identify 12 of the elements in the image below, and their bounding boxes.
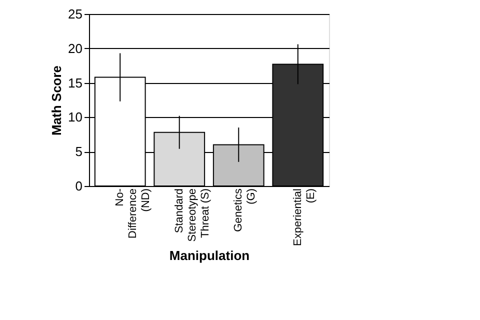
y-tick-label: 5 (75, 144, 82, 160)
y-tick-label: 25 (68, 6, 82, 22)
x-tick-label: Experiential (E) (292, 188, 317, 246)
y-axis-title: Math Score (49, 65, 64, 136)
x-axis-title: Manipulation (169, 248, 250, 263)
y-tick-label: 20 (68, 40, 82, 56)
x-tick-label: No- Difference (ND) (114, 188, 152, 238)
y-tick-label: 0 (75, 178, 82, 194)
x-tick-label: Standard Stereotype Threat (S) (173, 188, 212, 242)
x-tick-label: Genetics (G) (232, 188, 258, 232)
y-tick-label: 15 (68, 75, 82, 90)
y-tick-label: 10 (68, 110, 82, 125)
